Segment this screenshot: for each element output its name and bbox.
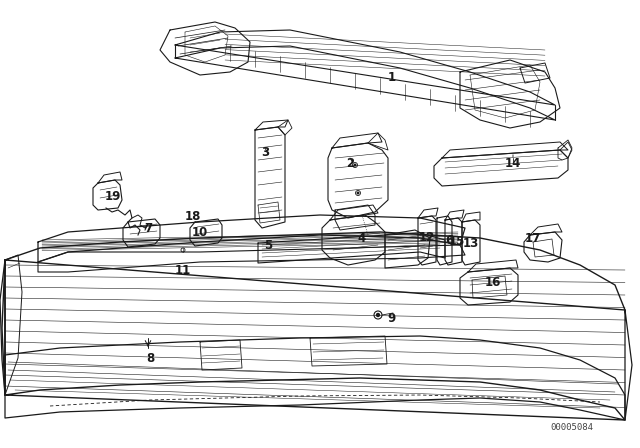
Text: 15: 15: [449, 234, 465, 247]
Text: 00005084: 00005084: [550, 422, 593, 431]
Text: 3: 3: [261, 146, 269, 159]
Text: 19: 19: [105, 190, 121, 202]
Text: 8: 8: [146, 352, 154, 365]
Text: 14: 14: [505, 156, 521, 169]
Text: 9: 9: [387, 311, 395, 324]
Text: 16: 16: [485, 276, 501, 289]
Circle shape: [357, 192, 359, 194]
Circle shape: [376, 314, 380, 316]
Text: 2: 2: [346, 156, 354, 169]
Text: 5: 5: [264, 238, 272, 251]
Text: 7: 7: [144, 221, 152, 234]
Text: 6: 6: [445, 233, 453, 246]
Text: 10: 10: [192, 225, 208, 238]
Text: 17: 17: [525, 232, 541, 245]
Text: 1: 1: [388, 70, 396, 83]
Circle shape: [354, 164, 356, 166]
Text: 11: 11: [175, 263, 191, 276]
Text: 12: 12: [419, 231, 435, 244]
Text: 13: 13: [463, 237, 479, 250]
Text: 18: 18: [185, 210, 201, 223]
Text: 4: 4: [358, 232, 366, 245]
